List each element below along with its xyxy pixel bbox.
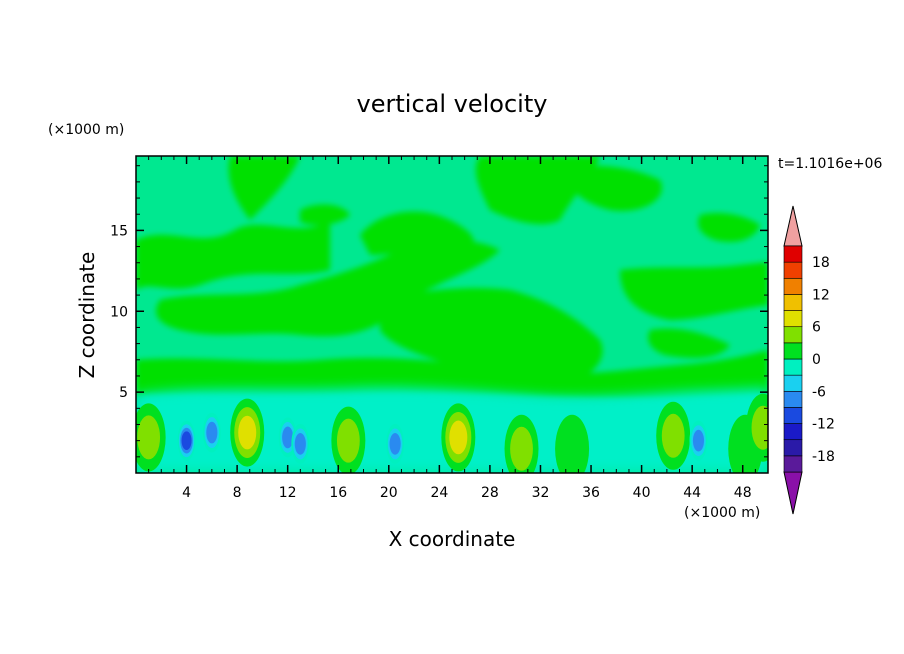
x-tick-label: 20 — [380, 485, 398, 501]
feature-2 — [202, 412, 221, 453]
colorbar-segment — [783, 439, 803, 457]
feature-12 — [689, 420, 708, 461]
feature-contour — [336, 418, 360, 463]
feature-contour — [238, 415, 257, 450]
x-tick-label: 8 — [233, 485, 242, 501]
feature-contour — [555, 414, 590, 473]
colorbar-tick-label: 0 — [812, 352, 821, 368]
y-unit-label: (×1000 m) — [48, 122, 124, 138]
feature-contour — [137, 415, 161, 460]
colorbar-tick-label: 12 — [812, 287, 830, 303]
green-patches — [136, 156, 768, 399]
x-tick-label: 16 — [329, 485, 347, 501]
x-unit-label: (×1000 m) — [684, 505, 760, 521]
feature-11 — [656, 401, 691, 470]
x-axis: 4 8 12 16 20 24 28 32 36 40 44 48 — [148, 156, 756, 501]
y-tick-label: 5 — [119, 385, 128, 401]
x-axis-label: X coordinate — [389, 527, 516, 551]
feature-contour — [206, 421, 218, 444]
feature-14 — [745, 393, 768, 462]
colorbar-segment — [783, 358, 803, 376]
colorbar-over-triangle — [783, 205, 803, 247]
feature-1 — [177, 420, 196, 461]
feature-contour — [692, 429, 705, 452]
feature-6 — [331, 406, 366, 473]
x-tick-label: 4 — [182, 485, 191, 501]
colorbar-segment — [783, 390, 803, 408]
colorbar-segment — [783, 342, 803, 360]
x-tick-label: 36 — [582, 485, 600, 501]
feature-0 — [136, 403, 166, 472]
x-tick-label: 40 — [633, 485, 651, 501]
x-tick-label: 48 — [734, 485, 752, 501]
colorbar-segment — [783, 261, 803, 279]
colorbar-segment — [783, 407, 803, 424]
colorbar-segment — [783, 455, 803, 473]
feature-contour — [510, 426, 533, 471]
feature-contour — [661, 413, 685, 458]
colorbar-segment — [783, 277, 803, 295]
feature-5 — [291, 423, 310, 464]
colorbar-segment — [783, 326, 803, 344]
feature-9 — [504, 414, 539, 473]
x-tick-label: 32 — [532, 485, 550, 501]
feature-10 — [555, 414, 590, 473]
x-tick-label: 12 — [279, 485, 297, 501]
colorbar-segment — [783, 310, 803, 328]
colorbar-tick-label: -12 — [812, 417, 835, 433]
x-tick-label: 24 — [430, 485, 448, 501]
plot-area — [136, 156, 768, 473]
chart-title: vertical velocity — [357, 90, 548, 118]
feature-contour — [282, 426, 294, 449]
features-layer — [136, 393, 768, 473]
y-tick-label: 15 — [110, 223, 128, 239]
colorbar-segment — [783, 374, 803, 392]
feature-contour — [751, 405, 768, 450]
colorbar-tick-label: 6 — [812, 320, 821, 336]
x-tick-label: 28 — [481, 485, 499, 501]
colorbar-segment — [783, 245, 803, 263]
colorbar-segment — [783, 294, 803, 311]
feature-7 — [386, 423, 405, 464]
colorbar-tick-label: -6 — [812, 384, 826, 400]
colorbar-under-triangle — [783, 471, 803, 515]
feature-8 — [441, 403, 476, 472]
feature-contour — [294, 433, 306, 455]
feature-contour — [449, 420, 468, 455]
colorbar-tick-label: -18 — [812, 449, 835, 465]
feature-3 — [230, 398, 265, 467]
colorbar-tick-label: 18 — [812, 255, 830, 271]
y-axis-label: Z coordinate — [75, 252, 99, 379]
y-axis: 5 10 15 — [110, 165, 768, 458]
colorbar-segment — [783, 423, 803, 441]
colorbar: 18 12 6 0 -6 -12 -18 — [783, 205, 835, 515]
y-tick-label: 10 — [110, 304, 128, 320]
feature-contour — [389, 433, 401, 455]
feature-contour — [181, 431, 192, 450]
time-label: t=1.1016e+06 — [778, 156, 882, 172]
x-tick-label: 44 — [683, 485, 701, 501]
